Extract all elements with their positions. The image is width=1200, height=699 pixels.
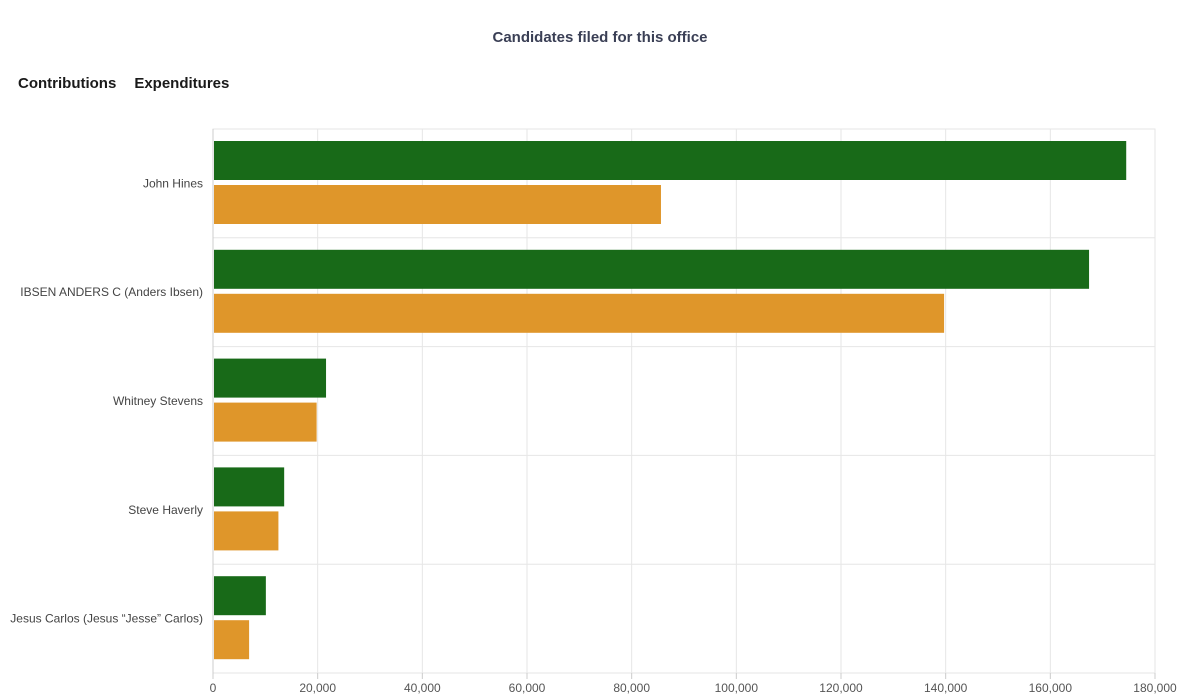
bar-expenditures-4[interactable] (214, 620, 250, 660)
x-tick-label: 100,000 (715, 681, 759, 695)
x-tick-label: 180,000 (1133, 681, 1177, 695)
x-tick-label: 20,000 (299, 681, 336, 695)
x-tick-label: 60,000 (509, 681, 546, 695)
category-label: Jesus Carlos (Jesus “Jesse” Carlos) (10, 612, 203, 626)
bar-contributions-4[interactable] (214, 576, 266, 616)
bar-contributions-1[interactable] (214, 249, 1090, 289)
bar-contributions-2[interactable] (214, 358, 327, 398)
x-tick-label: 120,000 (819, 681, 863, 695)
legend-expenditures[interactable]: Expenditures (134, 75, 230, 92)
bar-contributions-0[interactable] (214, 141, 1127, 180)
category-label: Steve Haverly (128, 503, 203, 517)
bar-expenditures-1[interactable] (214, 293, 945, 333)
chart-title: Candidates filed for this office (492, 29, 708, 46)
chart-legend: Contributions Expenditures (18, 75, 229, 92)
legend-contributions[interactable]: Contributions (18, 75, 117, 92)
bar-expenditures-0[interactable] (214, 185, 661, 224)
x-tick-label: 160,000 (1029, 681, 1073, 695)
category-label: John Hines (143, 176, 203, 190)
x-tick-label: 0 (210, 681, 217, 695)
category-label: IBSEN ANDERS C (Anders Ibsen) (20, 285, 203, 299)
x-tick-label: 40,000 (404, 681, 441, 695)
bar-expenditures-3[interactable] (214, 511, 279, 551)
bar-contributions-3[interactable] (214, 467, 285, 507)
category-label: Whitney Stevens (113, 394, 203, 408)
bar-expenditures-2[interactable] (214, 402, 317, 442)
x-tick-label: 80,000 (613, 681, 650, 695)
x-tick-label: 140,000 (924, 681, 968, 695)
